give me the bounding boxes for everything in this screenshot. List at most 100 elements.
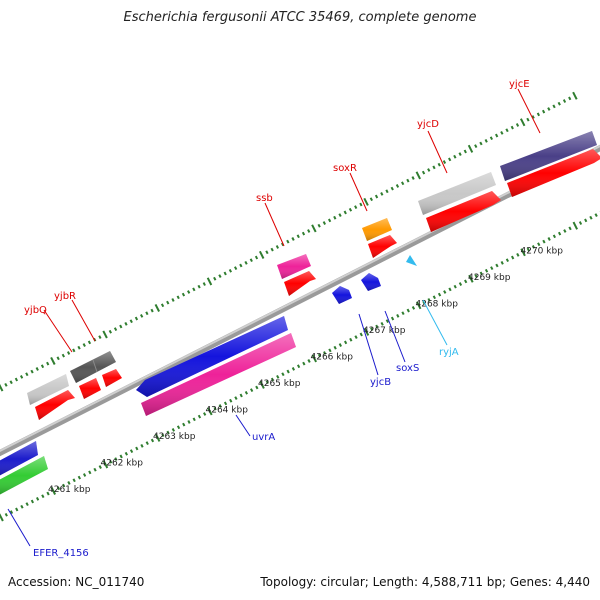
tick-minor <box>552 104 556 109</box>
tick-minor <box>61 353 65 358</box>
cds-uvrA[interactable] <box>141 333 296 416</box>
label-ssb: ssb <box>256 193 273 204</box>
cds-yjbQ[interactable] <box>35 390 75 420</box>
cds-yjbR-b[interactable] <box>102 369 122 387</box>
cds-ssb[interactable] <box>284 271 316 296</box>
tick-minor <box>354 335 358 339</box>
tick-minor <box>385 189 389 194</box>
kbp-label: 4267 kbp <box>363 326 406 336</box>
gene-soxS[interactable] <box>361 273 381 291</box>
tick-minor <box>202 282 206 286</box>
tick-minor <box>72 348 76 353</box>
tick-minor <box>56 486 61 491</box>
tick-minor <box>270 247 274 252</box>
label-yjcD: yjcD <box>417 119 439 130</box>
tick-minor <box>270 377 275 382</box>
tick-minor <box>129 449 134 454</box>
tick-major <box>311 354 317 363</box>
tick-major <box>468 274 474 283</box>
kbp-label: 4264 kbp <box>206 406 249 416</box>
tick-minor <box>192 417 196 422</box>
gene-efer4156[interactable] <box>0 441 38 477</box>
tick-minor <box>281 372 285 377</box>
tick-minor <box>239 393 243 398</box>
tick-minor <box>547 237 551 241</box>
gene-ryjA[interactable] <box>406 255 417 266</box>
tick-minor <box>515 123 520 127</box>
tick-minor <box>77 475 81 480</box>
tick-minor <box>401 181 405 186</box>
gene-yjbR[interactable] <box>70 351 116 383</box>
gene-ssb[interactable] <box>277 254 311 279</box>
tick-minor <box>25 502 29 507</box>
tick-minor <box>254 255 259 260</box>
tick-minor <box>72 478 76 483</box>
tick-minor <box>500 131 504 135</box>
gene-uvrA[interactable] <box>136 316 288 397</box>
tick-minor <box>286 369 290 374</box>
tick-major <box>572 221 578 230</box>
cds-yjcE[interactable] <box>507 149 600 197</box>
gene-yjcE[interactable] <box>500 131 597 181</box>
kbp-label: 4270 kbp <box>521 247 564 257</box>
tick-minor <box>166 300 170 305</box>
tick-minor <box>56 356 60 361</box>
gene-yjcD[interactable] <box>418 172 496 215</box>
tick-minor <box>119 324 123 329</box>
tick-minor <box>250 388 254 393</box>
cds-efer4156[interactable] <box>0 456 48 495</box>
tick-minor <box>291 237 295 241</box>
tick-minor <box>385 319 389 324</box>
gene-yjbQ[interactable] <box>27 374 69 405</box>
tick-minor <box>479 141 483 146</box>
tick-minor <box>197 284 201 289</box>
tick-minor <box>458 152 462 156</box>
tick-minor <box>9 380 13 385</box>
tick-minor <box>552 234 556 239</box>
tick-minor <box>176 295 180 300</box>
tick-minor <box>114 457 118 461</box>
tick-minor <box>380 321 384 326</box>
tick-minor <box>505 258 509 263</box>
tick-minor <box>427 298 431 302</box>
tick-minor <box>88 470 92 475</box>
tick-minor <box>30 369 34 374</box>
tick-minor <box>338 213 342 217</box>
tick-minor <box>411 306 416 310</box>
tick-minor <box>531 245 536 249</box>
tick-major <box>259 250 265 259</box>
label-efer4156: EFER_4156 <box>33 548 89 559</box>
tick-minor <box>500 260 504 265</box>
tick-minor <box>359 332 363 337</box>
tick-minor <box>229 398 233 403</box>
tick-minor <box>495 263 499 268</box>
kbp-label: 4265 kbp <box>258 379 301 389</box>
tick-minor <box>406 178 410 183</box>
label-soxR: soxR <box>333 163 357 174</box>
tick-major <box>155 433 161 442</box>
label-yjcB: yjcB <box>370 377 391 388</box>
tick-minor <box>275 245 280 249</box>
cds-yjbR-a[interactable] <box>79 378 101 399</box>
tick-minor <box>77 345 81 350</box>
tick-minor <box>301 231 306 236</box>
cds-yjcD[interactable] <box>426 191 501 232</box>
tick-minor <box>369 197 373 202</box>
tick-minor <box>291 367 295 371</box>
gene-yjcB[interactable] <box>332 286 352 304</box>
tick-minor <box>98 335 102 339</box>
gene-soxR[interactable] <box>362 218 392 241</box>
tick-major <box>467 144 474 153</box>
tick-minor <box>463 149 467 154</box>
tick-major <box>207 407 213 416</box>
cds-soxR[interactable] <box>368 235 397 258</box>
tick-major <box>520 118 526 127</box>
tick-minor <box>421 170 426 175</box>
leader-lines <box>7 88 541 547</box>
tick-minor <box>584 218 588 223</box>
tick-minor <box>265 380 269 385</box>
tick-major <box>102 330 108 339</box>
tick-minor <box>302 361 306 366</box>
tick-minor <box>348 207 353 212</box>
tick-minor <box>307 229 311 233</box>
